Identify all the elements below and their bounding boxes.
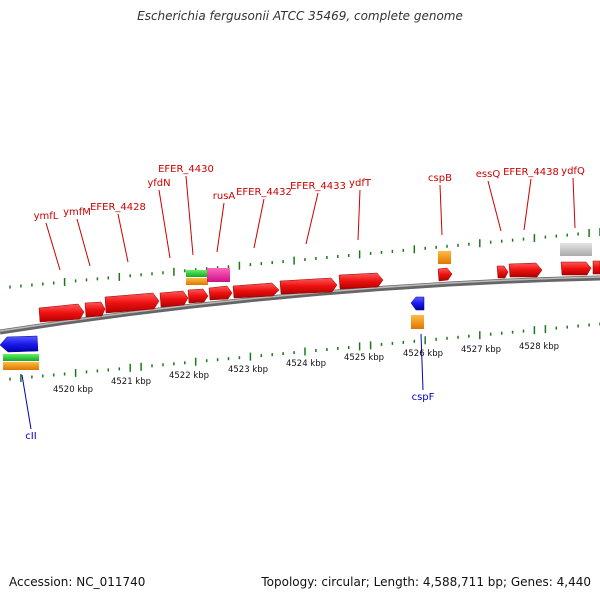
leader-line: [487, 180, 502, 232]
leader-line: [216, 202, 225, 253]
feature-green[interactable]: [3, 354, 39, 361]
gene-label-forward[interactable]: ydfQ: [561, 166, 585, 177]
leader-line: [185, 175, 194, 256]
reverse-gene[interactable]: [410, 296, 425, 311]
genome-backbone-highlight: [0, 276, 600, 332]
leader-line: [76, 218, 91, 267]
scale-label: 4524 kbp: [286, 359, 326, 369]
leader-line: [357, 189, 361, 241]
forward-gene[interactable]: [338, 272, 384, 290]
feature-gray[interactable]: [560, 243, 592, 256]
feature-orange[interactable]: [411, 315, 424, 329]
gene-label-forward[interactable]: ymfL: [34, 211, 59, 222]
forward-gene[interactable]: [104, 292, 160, 314]
gene-label-forward[interactable]: EFER_4430: [158, 164, 214, 175]
leader-line: [117, 213, 129, 263]
gene-label-forward[interactable]: EFER_4438: [503, 167, 559, 178]
leader-line: [21, 374, 32, 430]
gene-label-forward[interactable]: ymfM: [63, 207, 91, 218]
gene-label-forward[interactable]: EFER_4433: [290, 181, 346, 192]
accession-label: Accession: NC_011740: [9, 575, 146, 589]
scale-labels: 4520 kbp 4521 kbp 4522 kbp 4523 kbp 4524 kbp…: [53, 342, 559, 395]
scale-label: 4526 kbp: [403, 349, 443, 359]
scale-label: 4525 kbp: [344, 353, 384, 363]
scale-label: 4521 kbp: [111, 377, 151, 387]
feature-orange[interactable]: [186, 278, 208, 285]
leader-line: [420, 333, 424, 391]
gene-label-forward[interactable]: ydfT: [349, 178, 372, 189]
forward-gene[interactable]: [508, 262, 543, 278]
gene-label-forward[interactable]: EFER_4428: [90, 202, 146, 213]
scale-label: 4528 kbp: [519, 342, 559, 352]
genome-summary: Topology: circular; Length: 4,588,711 bp…: [261, 575, 591, 589]
forward-gene[interactable]: [496, 265, 509, 279]
forward-gene[interactable]: [159, 290, 189, 308]
gene-label-forward[interactable]: rusA: [213, 191, 236, 202]
genome-backbone: [0, 275, 600, 335]
leader-line: [305, 192, 319, 245]
forward-gene[interactable]: [84, 301, 106, 318]
forward-gene[interactable]: [560, 261, 592, 276]
gene-label-forward[interactable]: essQ: [476, 169, 501, 180]
scale-label: 4522 kbp: [169, 371, 209, 381]
gene-label-forward[interactable]: yfdN: [147, 178, 170, 189]
label-leader-lines: [21, 175, 576, 430]
scale-label: 4523 kbp: [228, 365, 268, 375]
feature-green[interactable]: [186, 270, 208, 277]
scale-label: 4527 kbp: [461, 345, 501, 355]
gene-label-forward[interactable]: EFER_4432: [236, 187, 292, 198]
leader-line: [253, 198, 265, 249]
gene-label-reverse[interactable]: cII: [25, 431, 36, 442]
gene-label-forward[interactable]: cspB: [428, 173, 452, 184]
leader-line: [158, 189, 171, 259]
leader-line: [45, 222, 61, 271]
feature-orange[interactable]: [438, 251, 451, 264]
leader-line: [572, 177, 576, 229]
forward-gene[interactable]: [208, 285, 233, 301]
reverse-gene[interactable]: [0, 335, 39, 353]
forward-gene[interactable]: [437, 267, 453, 282]
forward-genes: [38, 260, 600, 323]
leader-line: [439, 184, 443, 236]
gene-label-reverse[interactable]: cspF: [412, 392, 435, 403]
feature-magenta[interactable]: [207, 268, 230, 282]
upper-features: [186, 243, 592, 285]
forward-gene[interactable]: [592, 260, 600, 275]
lower-tick-row: [9, 322, 600, 382]
forward-gene[interactable]: [187, 288, 209, 304]
upper-tick-row: [9, 228, 600, 289]
leader-line: [523, 178, 532, 231]
forward-gene[interactable]: [38, 303, 85, 323]
reverse-genes: [0, 296, 425, 370]
forward-gene[interactable]: [279, 277, 338, 295]
scale-label: 4520 kbp: [53, 385, 93, 395]
map-title: Escherichia fergusonii ATCC 35469, compl…: [137, 9, 463, 23]
feature-orange[interactable]: [3, 362, 39, 370]
forward-gene[interactable]: [232, 282, 280, 299]
